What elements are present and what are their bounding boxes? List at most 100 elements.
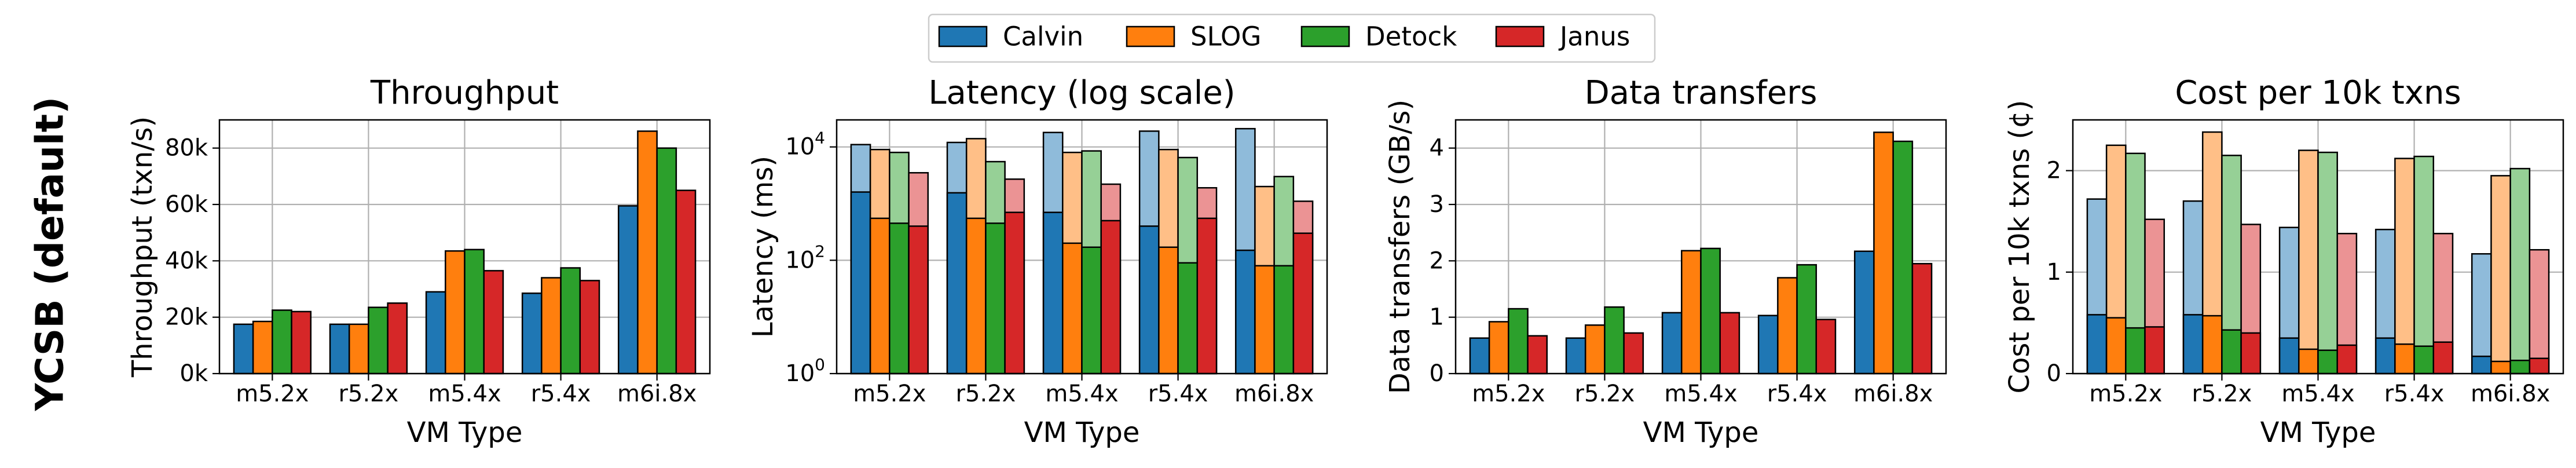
- bar-slog: [348, 323, 369, 375]
- bar-calvin: [1661, 312, 1683, 375]
- bar-janus: [579, 280, 600, 375]
- ytick-label: 3: [1430, 191, 1444, 218]
- bar-slog: [1873, 131, 1894, 375]
- bar-detock: [1700, 247, 1721, 375]
- panel-latency: 100 102 104 m5.2x r5.2x m5.4x r5.4x m6i.8x Laten…: [747, 74, 1328, 449]
- bar-lower-detock: [2125, 327, 2146, 375]
- bar-lower-detock: [2509, 359, 2531, 375]
- legend-swatch-detock: [1300, 25, 1350, 47]
- legend-label-calvin: Calvin: [1003, 21, 1083, 52]
- xtick-label: m5.2x: [236, 381, 309, 407]
- x-axis-label: VM Type: [1024, 416, 1140, 449]
- bar-lower-detock: [1081, 246, 1102, 375]
- ytick-label: 2: [2047, 158, 2061, 184]
- bar-lower-calvin: [2086, 314, 2108, 375]
- bar-lower-janus: [1196, 217, 1218, 375]
- bar-lower-detock: [1273, 265, 1295, 375]
- ytick-label: 20k: [165, 304, 208, 331]
- bar-janus: [675, 189, 697, 375]
- legend-swatch-janus: [1495, 25, 1545, 47]
- bar-lower-janus: [2432, 341, 2454, 375]
- bar-calvin: [521, 292, 543, 375]
- bar-slog: [252, 320, 273, 375]
- xtick-label: r5.2x: [956, 381, 1016, 407]
- bar-lower-slog: [2394, 343, 2415, 375]
- bar-lower-slog: [1158, 246, 1179, 375]
- bar-janus: [1911, 262, 1933, 375]
- axes-frame: [218, 119, 711, 375]
- panel-title: Latency (log scale): [928, 74, 1235, 112]
- xtick-label: m6i.8x: [2471, 381, 2550, 407]
- bar-slog: [1681, 250, 1702, 375]
- bar-lower-calvin: [1234, 249, 1256, 375]
- bar-detock: [1508, 308, 1529, 375]
- bar-calvin: [1757, 315, 1779, 375]
- bar-janus: [483, 270, 504, 375]
- ytick-label: 40k: [165, 247, 208, 274]
- bar-lower-calvin: [2471, 355, 2492, 375]
- bar-lower-detock: [1177, 262, 1199, 375]
- bar-detock: [368, 306, 389, 375]
- panel-title: Throughput: [370, 74, 559, 112]
- xtick-label: m6i.8x: [1234, 381, 1314, 407]
- bar-lower-detock: [2317, 349, 2338, 375]
- xtick-label: m5.2x: [853, 381, 926, 407]
- bar-upper-slog: [2490, 175, 2511, 375]
- bar-lower-slog: [2105, 317, 2127, 375]
- bar-janus: [387, 302, 408, 375]
- bar-lower-janus: [1292, 232, 1314, 375]
- bar-calvin: [1565, 337, 1586, 375]
- ytick-label: 100: [785, 355, 825, 387]
- bar-slog: [637, 130, 658, 375]
- ytick-label: 0: [2047, 360, 2061, 387]
- bar-lower-calvin: [2278, 337, 2300, 375]
- bar-lower-slog: [1254, 265, 1275, 375]
- panel-cost: 0 1 2 m5.2x r5.2x m5.4x r5.4x m6i.8x Cost per 10…: [2003, 74, 2564, 449]
- legend-label-janus: Janus: [1558, 21, 1630, 52]
- ytick-label: 4: [1430, 135, 1444, 162]
- ytick-label: 0: [1430, 360, 1444, 387]
- bar-slog: [1777, 277, 1798, 375]
- bar-detock: [656, 147, 677, 375]
- y-axis-label: Latency (ms): [747, 156, 779, 338]
- y-axis-label: Data transfers (GB/s): [1384, 100, 1416, 394]
- bar-lower-calvin: [1138, 225, 1160, 375]
- ytick-label: 1: [2047, 259, 2061, 286]
- bar-lower-slog: [869, 217, 891, 375]
- xtick-label: m6i.8x: [1853, 381, 1933, 407]
- x-axis-label: VM Type: [407, 416, 523, 449]
- bar-lower-janus: [2336, 344, 2358, 375]
- bar-upper-detock: [2317, 151, 2338, 375]
- bar-lower-slog: [1062, 242, 1083, 375]
- ytick-label: 104: [785, 128, 825, 160]
- x-axis-label: VM Type: [2260, 416, 2376, 449]
- panel-throughput: 0k 20k 40k 60k 80k m5.2x r5.2x m5.4x r5.4x m6i.8x…: [126, 74, 711, 449]
- bar-calvin: [1853, 250, 1875, 375]
- bar-lower-slog: [965, 217, 987, 375]
- legend-frame: [928, 13, 1656, 63]
- legend-swatch-slog: [1126, 25, 1175, 47]
- xtick-label: r5.4x: [531, 381, 591, 407]
- row-label: YCSB (default): [28, 97, 72, 412]
- xtick-label: r5.2x: [2192, 381, 2252, 407]
- panel-title: Cost per 10k txns: [2175, 74, 2461, 112]
- bar-upper-detock: [2413, 155, 2435, 375]
- ytick-label: 1: [1430, 304, 1444, 331]
- legend: Calvin SLOG Detock Janus: [928, 13, 1656, 63]
- xtick-label: m5.4x: [2281, 381, 2354, 407]
- bar-lower-janus: [2240, 332, 2262, 375]
- bar-lower-detock: [2221, 329, 2242, 375]
- legend-label-detock: Detock: [1365, 21, 1457, 52]
- bar-detock: [1892, 140, 1914, 375]
- bar-lower-janus: [1100, 220, 1122, 375]
- bar-calvin: [1469, 337, 1490, 375]
- bar-upper-detock: [2509, 167, 2531, 375]
- bar-janus: [1719, 312, 1740, 375]
- bar-calvin: [233, 323, 254, 375]
- bar-janus: [1527, 335, 1548, 375]
- bar-lower-detock: [985, 222, 1006, 375]
- bar-lower-janus: [2529, 357, 2550, 375]
- xtick-label: r5.2x: [339, 381, 399, 407]
- ytick-label: 60k: [165, 191, 208, 218]
